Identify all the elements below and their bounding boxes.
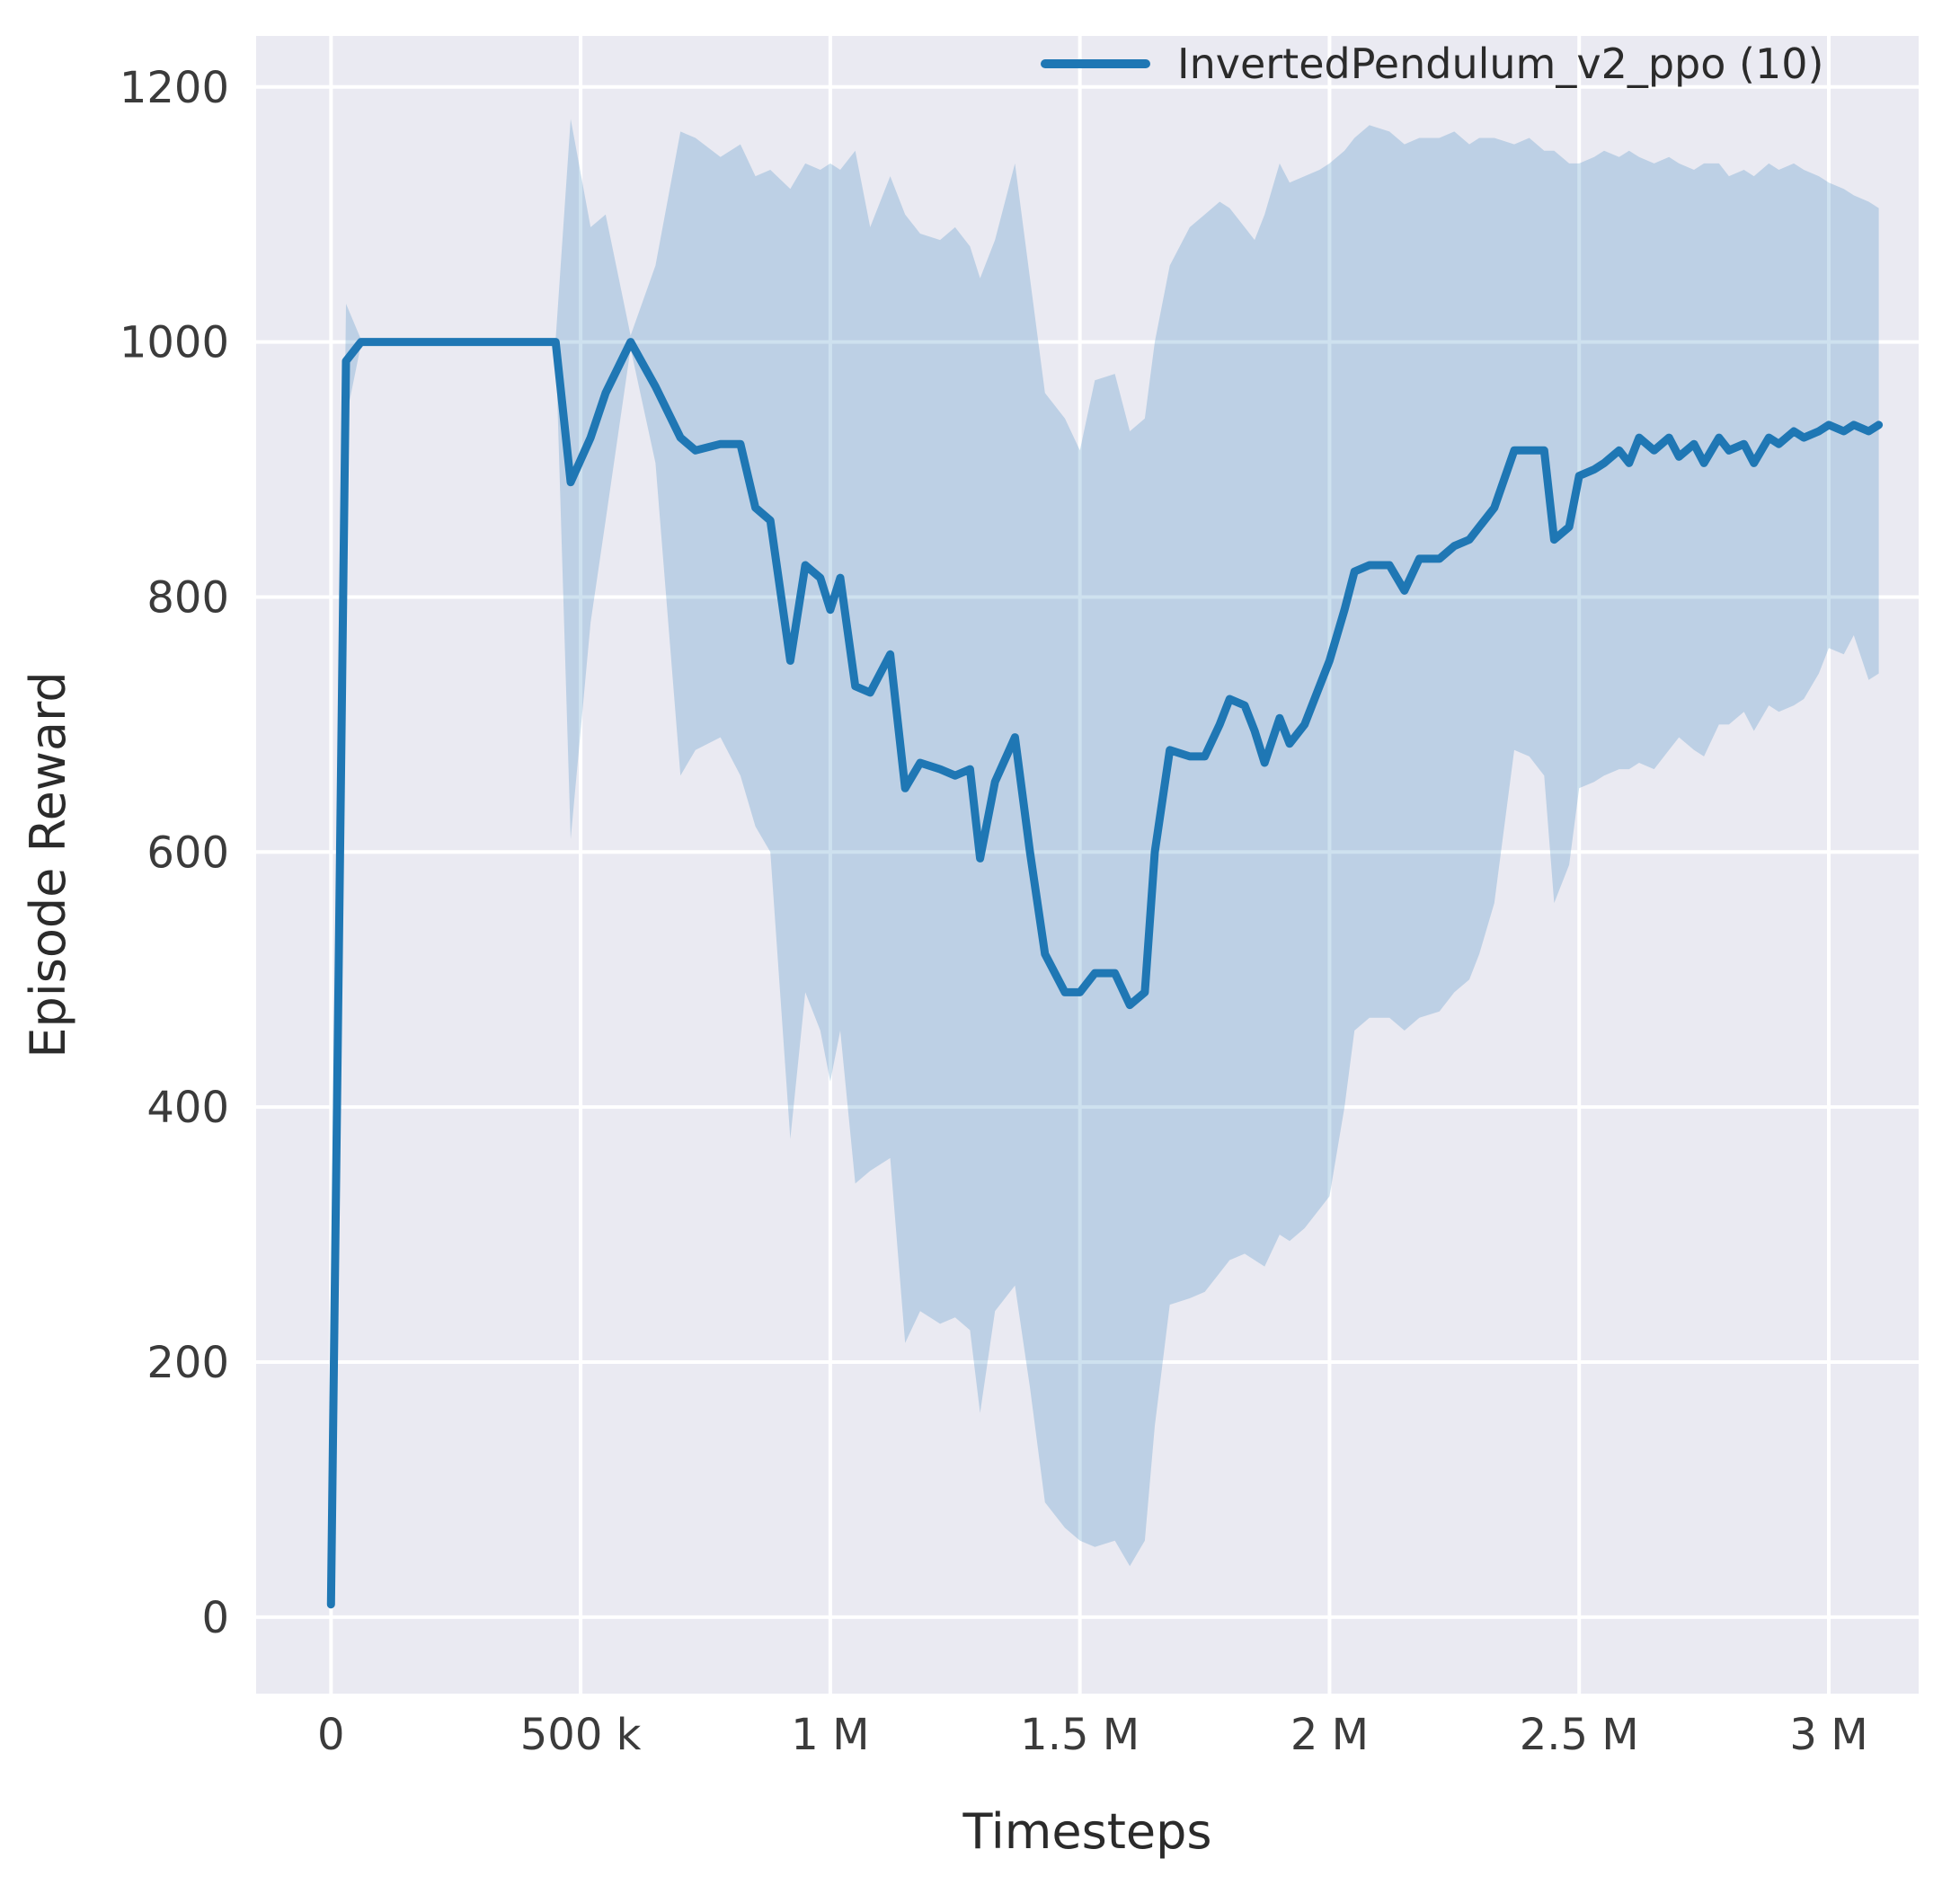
legend-line-sample <box>1041 59 1150 68</box>
y-tick-label: 400 <box>146 1083 229 1133</box>
legend-label: InvertedPendulum_v2_ppo (10) <box>1177 40 1824 88</box>
mean-line <box>326 338 1884 1609</box>
y-tick-label: 0 <box>201 1593 229 1643</box>
x-tick-label: 500 k <box>520 1710 642 1760</box>
y-tick-label: 1200 <box>120 63 229 113</box>
x-tick-label: 1.5 M <box>1020 1710 1140 1760</box>
legend: InvertedPendulum_v2_ppo (10) <box>1041 40 1823 88</box>
y-tick-label: 200 <box>146 1338 229 1388</box>
y-tick-label: 800 <box>146 572 229 623</box>
confidence-band <box>331 119 1879 1611</box>
x-tick-label: 2.5 M <box>1520 1710 1639 1760</box>
y-tick-label: 600 <box>146 827 229 878</box>
y-tick-label: 1000 <box>120 318 229 368</box>
plot-area <box>256 36 1919 1694</box>
x-axis-label: Timesteps <box>962 1803 1211 1860</box>
x-tick-label: 3 M <box>1789 1710 1867 1760</box>
x-tick-label: 0 <box>317 1710 345 1760</box>
x-tick-label: 2 M <box>1290 1710 1369 1760</box>
x-tick-label: 1 M <box>791 1710 869 1760</box>
y-axis-label: Episode Reward <box>20 671 76 1058</box>
